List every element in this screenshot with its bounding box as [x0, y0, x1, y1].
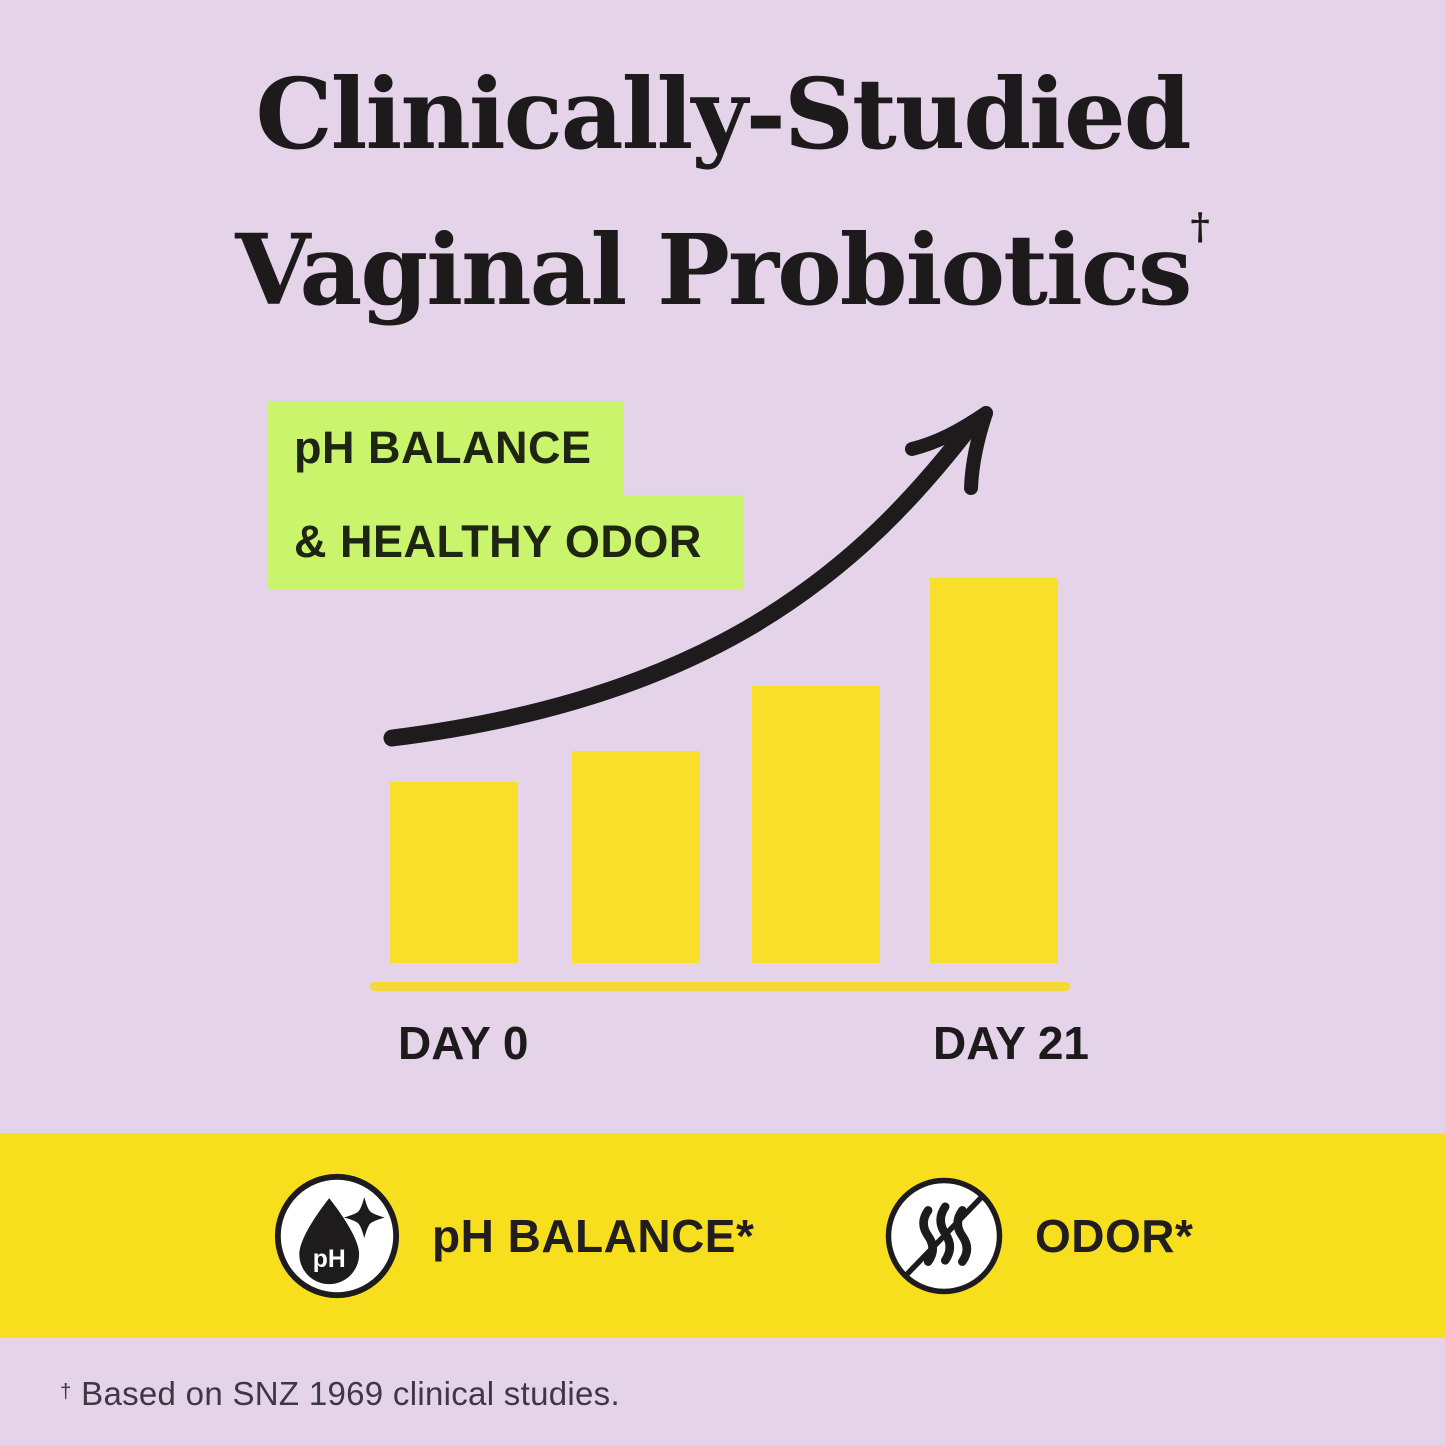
- highlight-label-line2: & HEALTHY ODOR: [267, 495, 744, 589]
- bar-4-day21: [930, 578, 1058, 963]
- no-odor-waves-icon: [883, 1175, 1005, 1297]
- ph-droplet-sparkle-icon: pH: [272, 1171, 402, 1301]
- x-axis-label-day0: DAY 0: [398, 1017, 529, 1069]
- bar-1-day0: [390, 782, 518, 963]
- footnote: † Based on SNZ 1969 clinical studies.: [60, 1375, 620, 1413]
- title-line2: Vaginal Probiotics: [235, 212, 1192, 327]
- feature-label-ph-balance: pH BALANCE*: [432, 1209, 755, 1262]
- title-line1: Clinically-Studied: [255, 57, 1191, 171]
- footnote-text: Based on SNZ 1969 clinical studies.: [81, 1375, 620, 1412]
- feature-odor: ODOR*: [883, 1175, 1193, 1297]
- highlight-label-line1: pH BALANCE: [267, 401, 623, 495]
- page-title: Clinically-Studied Vaginal Probiotics†: [0, 58, 1445, 326]
- benefits-banner: pH pH BALANCE* ODOR*: [0, 1133, 1445, 1338]
- title-dagger-mark: †: [1190, 204, 1210, 248]
- feature-ph-balance: pH pH BALANCE*: [272, 1171, 754, 1301]
- highlight-text-2: & HEALTHY ODOR: [294, 516, 702, 567]
- bar-3: [752, 686, 880, 963]
- feature-label-odor: ODOR*: [1035, 1209, 1194, 1262]
- ph-icon-text: pH: [313, 1246, 346, 1273]
- chart-baseline: [370, 982, 1070, 991]
- highlight-text-1: pH BALANCE: [294, 422, 592, 473]
- bar-2: [572, 751, 700, 963]
- x-axis-label-day21: DAY 21: [933, 1017, 1090, 1069]
- footnote-dagger-mark: †: [60, 1379, 72, 1403]
